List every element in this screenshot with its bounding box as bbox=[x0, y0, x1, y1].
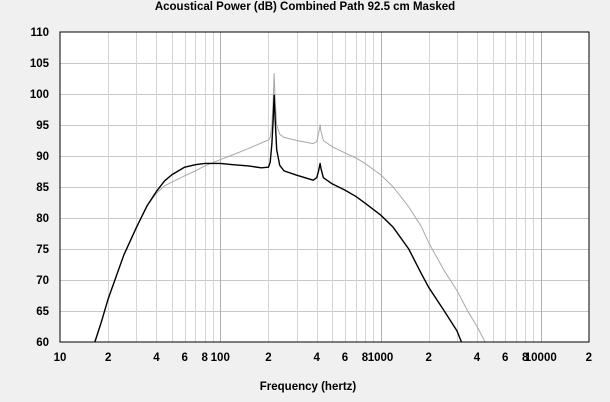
x-tick-label: 8 bbox=[522, 352, 529, 364]
series-line-1 bbox=[94, 73, 486, 343]
x-tick-label: 10 bbox=[54, 352, 67, 364]
y-tick-label: 70 bbox=[36, 275, 49, 287]
x-tick-label: 1000 bbox=[368, 352, 394, 364]
y-tick-label: 105 bbox=[30, 58, 50, 70]
grid-lines bbox=[60, 32, 589, 342]
x-tick-label: 4 bbox=[474, 352, 481, 364]
y-tick-label: 110 bbox=[30, 27, 49, 39]
x-tick-label: 6 bbox=[181, 352, 187, 364]
y-tick-label: 80 bbox=[36, 213, 49, 225]
x-tick-label: 6 bbox=[342, 352, 348, 364]
x-tick-label: 2 bbox=[105, 352, 111, 364]
x-tick-label: 8 bbox=[202, 352, 209, 364]
x-tick-label: 8 bbox=[362, 352, 369, 364]
plot-border bbox=[59, 31, 590, 343]
x-axis-label: Frequency (hertz) bbox=[259, 381, 357, 393]
x-tick-label: 2 bbox=[586, 352, 592, 364]
y-tick-labels: 60 65 70 75 80 85 90 95 100 105 110 bbox=[30, 27, 50, 349]
x-tick-label: 4 bbox=[314, 352, 321, 364]
x-tick-label: 2 bbox=[426, 352, 432, 364]
y-tick-label: 85 bbox=[36, 182, 49, 194]
x-tick-label: 100 bbox=[211, 352, 230, 364]
y-tick-label: 100 bbox=[30, 89, 49, 101]
chart-title: Acoustical Power (dB) Combined Path 92.5… bbox=[154, 1, 456, 13]
series-line-2 bbox=[94, 94, 463, 343]
x-tick-label: 6 bbox=[502, 352, 508, 364]
x-tick-label: 4 bbox=[153, 352, 160, 364]
y-tick-label: 65 bbox=[36, 306, 49, 318]
y-tick-label: 90 bbox=[36, 151, 49, 163]
series-layer bbox=[94, 73, 486, 343]
x-tick-label: 2 bbox=[265, 352, 271, 364]
y-tick-label: 95 bbox=[36, 120, 49, 132]
x-tick-label: 10000 bbox=[525, 352, 557, 364]
y-tick-label: 75 bbox=[36, 244, 49, 256]
y-tick-label: 60 bbox=[36, 337, 49, 349]
